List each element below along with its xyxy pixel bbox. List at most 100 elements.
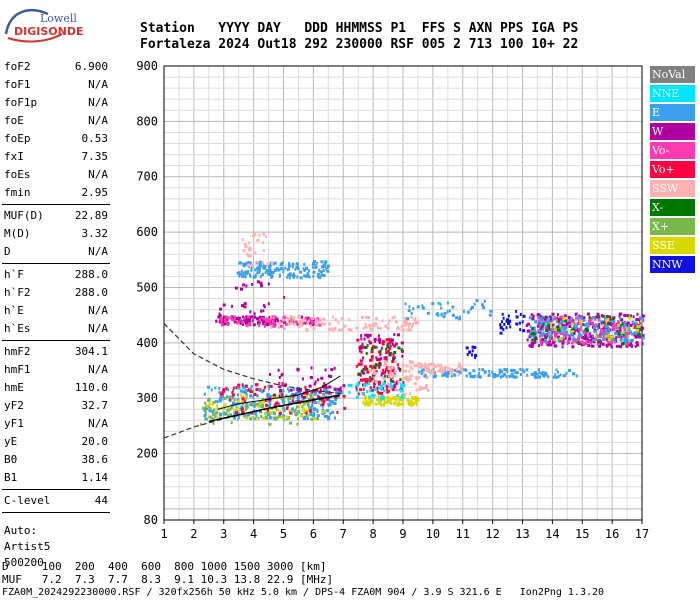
echo-point <box>569 334 572 338</box>
echo-point <box>237 416 240 419</box>
echo-point <box>312 327 316 331</box>
echo-point <box>480 303 484 307</box>
param-name: foF2 <box>4 60 31 73</box>
echo-point <box>281 400 285 404</box>
echo-point <box>298 405 301 409</box>
echo-point <box>437 301 440 305</box>
echo-point <box>359 362 363 366</box>
param-row: h`F2 288.0 <box>2 284 110 302</box>
echo-point <box>219 395 223 399</box>
param-row: yE 20.0 <box>2 433 110 451</box>
echo-point <box>223 403 227 407</box>
echo-point <box>595 335 597 338</box>
echo-point <box>610 344 613 348</box>
echo-point <box>288 276 291 280</box>
echo-point <box>227 406 230 410</box>
echo-point <box>632 315 635 319</box>
echo-point <box>367 316 371 320</box>
x-tick-label: 4 <box>250 527 257 541</box>
echo-point <box>421 306 425 310</box>
echo-point <box>256 238 260 242</box>
echo-point <box>212 412 216 416</box>
echo-point <box>364 315 368 319</box>
echo-point <box>625 322 628 326</box>
echo-point <box>496 374 500 377</box>
echo-point <box>590 321 594 325</box>
echo-point <box>458 317 462 321</box>
echo-point <box>582 331 586 335</box>
echo-point <box>262 309 265 313</box>
echo-point <box>321 405 324 409</box>
echo-point <box>278 385 282 389</box>
echo-point <box>247 261 251 264</box>
param-value: 3.32 <box>81 227 109 240</box>
echo-point <box>621 342 625 345</box>
echo-point <box>322 392 326 396</box>
echo-point <box>231 393 235 397</box>
echo-point <box>319 270 323 274</box>
echo-point <box>269 384 273 388</box>
echo-point <box>260 284 264 288</box>
echo-point <box>238 274 241 278</box>
echo-point <box>349 383 353 387</box>
echo-point <box>255 260 258 264</box>
echo-point <box>601 322 605 326</box>
echo-point <box>421 368 425 372</box>
echo-point <box>406 328 410 332</box>
echo-point <box>423 374 427 378</box>
echo-point <box>251 234 255 238</box>
echo-point <box>443 311 447 315</box>
echo-point <box>560 315 564 319</box>
echo-point <box>413 382 417 386</box>
echo-point <box>233 398 236 402</box>
echo-point <box>262 264 265 268</box>
echo-point <box>626 314 630 318</box>
echo-point <box>222 319 225 323</box>
echo-point <box>205 417 208 421</box>
echo-point <box>498 368 502 372</box>
echo-point <box>383 370 386 374</box>
x-tick-label: 6 <box>310 527 317 541</box>
echo-point <box>548 319 551 323</box>
echo-point <box>538 319 541 323</box>
echo-point <box>549 319 552 322</box>
echo-point <box>243 242 247 246</box>
param-separator <box>2 263 110 264</box>
echo-point <box>270 394 274 398</box>
echo-point <box>307 413 310 417</box>
echo-point <box>373 322 377 326</box>
echo-point <box>499 331 503 335</box>
echo-point <box>326 385 330 389</box>
echo-point <box>334 398 338 402</box>
echo-point <box>396 363 399 367</box>
echo-point <box>457 365 461 369</box>
echo-point <box>252 395 255 399</box>
echo-point <box>402 369 405 373</box>
echo-point <box>629 339 633 343</box>
echo-point <box>316 414 320 417</box>
echo-point <box>284 383 288 387</box>
echo-point <box>257 269 261 273</box>
echo-point <box>204 401 207 405</box>
echo-point <box>256 271 259 275</box>
echo-point <box>419 385 423 389</box>
echo-point <box>429 371 432 375</box>
echo-point <box>236 417 239 421</box>
echo-point <box>358 346 362 350</box>
echo-point <box>306 401 309 405</box>
echo-point <box>605 315 609 319</box>
echo-point <box>533 371 537 375</box>
x-tick-label: 14 <box>545 527 559 541</box>
echo-point <box>270 406 274 410</box>
echo-point <box>408 399 411 403</box>
echo-point <box>278 375 281 379</box>
echo-points <box>199 232 645 426</box>
echo-point <box>389 344 392 348</box>
echo-point <box>283 399 286 403</box>
echo-point <box>547 343 550 347</box>
echo-point <box>240 405 244 409</box>
echo-point <box>547 375 550 379</box>
echo-point <box>385 347 387 351</box>
echo-point <box>598 325 601 329</box>
echo-point <box>624 328 627 332</box>
